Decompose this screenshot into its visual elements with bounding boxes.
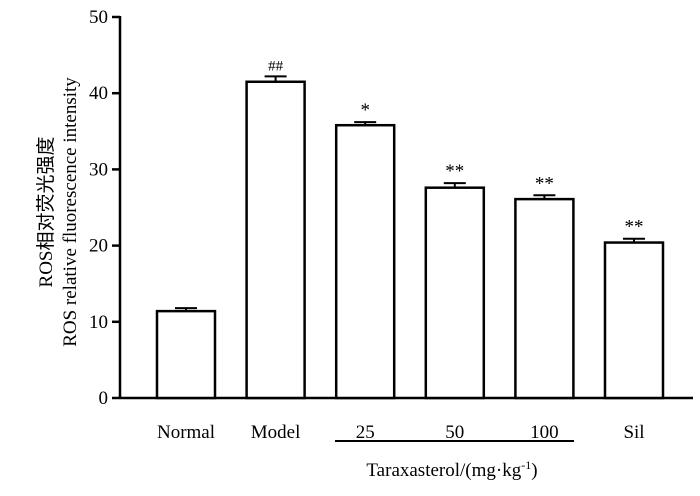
bar: [514, 197, 575, 400]
significance-label: *: [360, 100, 370, 121]
y-tick-label: 10: [89, 312, 108, 333]
y-tick-labels: 0 10 20 30 40 50: [89, 7, 108, 409]
significance-label: **: [445, 161, 464, 182]
significance-marks: ##*******: [268, 58, 643, 237]
bar: [603, 241, 665, 400]
bar: [155, 309, 217, 400]
x-tick-label: Model: [251, 422, 301, 443]
y-tick-label: 0: [99, 388, 109, 409]
error-bars: [175, 75, 645, 312]
y-tick-label: 20: [89, 236, 108, 257]
y-tick-label: 50: [89, 7, 108, 28]
y-tick-label: 30: [89, 159, 108, 180]
x-tick-label: Normal: [157, 422, 215, 443]
x-tick-label: 50: [445, 422, 464, 443]
significance-label: ##: [268, 58, 284, 74]
group-label-superscript: -1: [521, 458, 531, 472]
significance-label: **: [535, 173, 554, 194]
x-tick-label: 25: [356, 422, 375, 443]
x-tick-label: 100: [530, 422, 559, 443]
y-tick-label: 40: [89, 83, 108, 104]
group-label: Taraxasterol/(mg·kg-1): [366, 458, 537, 481]
significance-label: **: [625, 217, 644, 238]
bar: [334, 123, 396, 400]
bar: [424, 186, 486, 400]
bars: [155, 80, 665, 400]
x-tick-label: Sil: [623, 422, 644, 443]
y-axis-label-chinese: ROS相对荧光强度: [35, 137, 57, 288]
y-axis-label-english: ROS relative fluorescence intensity: [60, 77, 81, 347]
x-tick-labels: Normal Model 25 50 100 Sil: [157, 422, 645, 443]
bar: [245, 80, 306, 400]
